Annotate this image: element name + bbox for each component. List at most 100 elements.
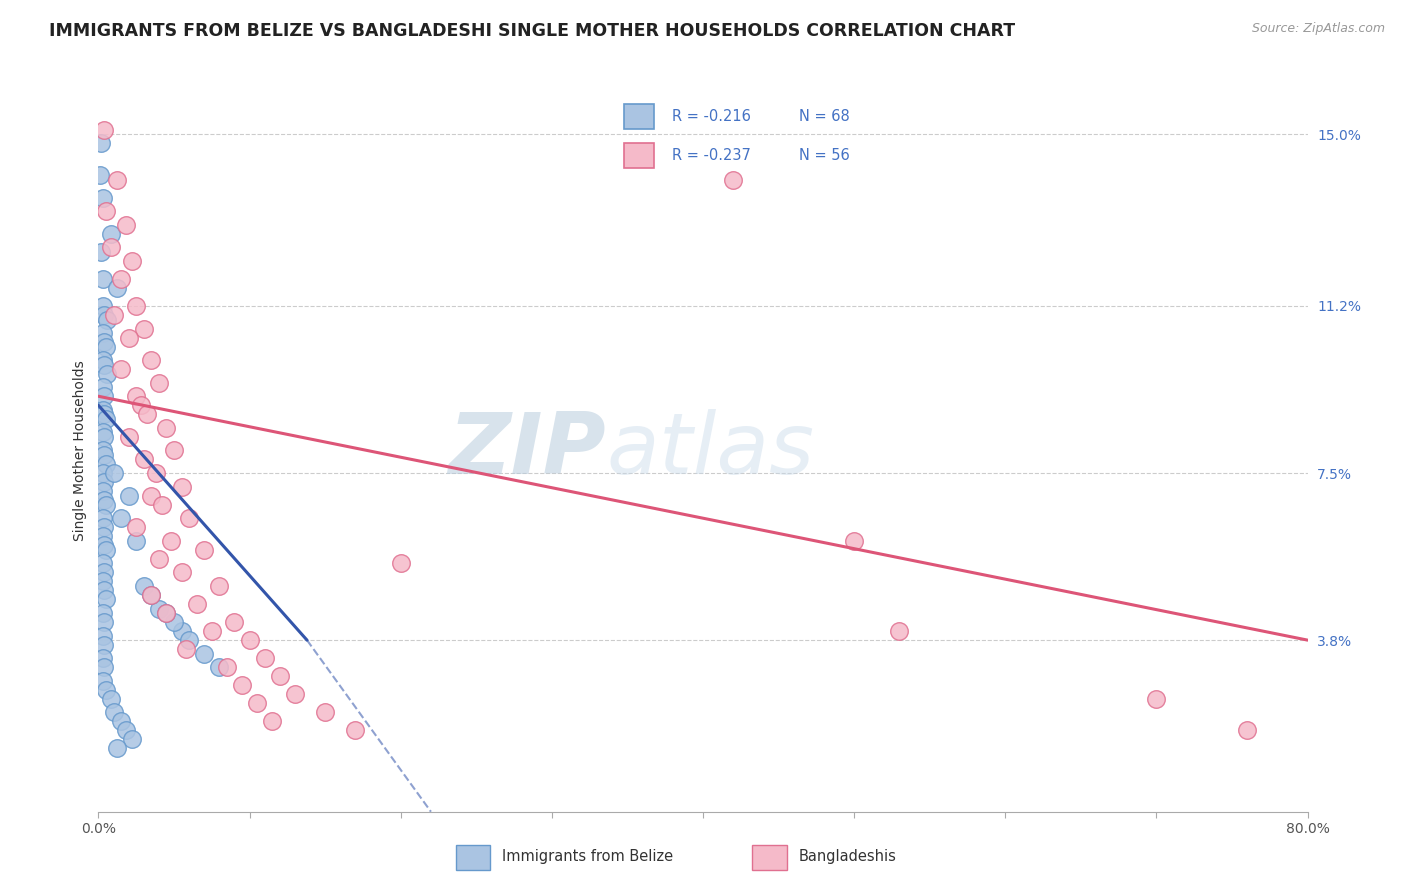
Point (103, 308, 125, 322)
Point (91, 443, 114, 458)
Point (110, 511, 132, 525)
Point (186, 597, 208, 611)
Point (163, 443, 186, 458)
Point (121, 253, 143, 268)
Point (174, 642, 197, 657)
Point (103, 466, 125, 480)
Point (91, 299, 114, 313)
Point (93, 334, 115, 349)
Point (179, 511, 201, 525)
Point (135, 407, 157, 421)
Point (90, 136, 112, 151)
Point (103, 706, 125, 720)
Point (91, 651, 114, 665)
Point (100, 240, 122, 254)
Point (148, 551, 170, 566)
FancyBboxPatch shape (624, 143, 654, 169)
Point (91, 574, 114, 589)
FancyBboxPatch shape (456, 846, 489, 870)
Point (253, 651, 276, 665)
Text: R = -0.216: R = -0.216 (672, 109, 751, 124)
Point (160, 533, 183, 548)
Point (148, 601, 170, 615)
Point (91, 326, 114, 340)
Point (262, 714, 284, 729)
Point (91, 606, 114, 620)
Point (141, 588, 163, 602)
Point (91, 425, 114, 440)
Point (114, 218, 136, 232)
Point (93, 638, 115, 652)
Point (132, 579, 155, 593)
Point (1236, 723, 1258, 738)
Point (246, 696, 269, 710)
Point (100, 227, 122, 241)
Point (145, 466, 167, 480)
Point (91, 557, 114, 571)
Point (94, 457, 117, 471)
Point (110, 362, 132, 376)
Point (105, 281, 128, 295)
Point (163, 615, 186, 629)
Point (93, 430, 115, 444)
Point (96, 312, 118, 326)
Point (93, 407, 115, 421)
FancyBboxPatch shape (752, 846, 786, 870)
Text: Immigrants from Belize: Immigrants from Belize (502, 849, 673, 863)
Text: R = -0.237: R = -0.237 (672, 148, 751, 163)
Point (105, 172, 128, 186)
Point (844, 533, 866, 548)
Point (132, 321, 155, 335)
Point (150, 498, 173, 512)
Point (314, 706, 336, 720)
Point (179, 633, 201, 648)
Point (93, 538, 115, 552)
Point (155, 606, 177, 620)
Point (155, 606, 177, 620)
Point (132, 452, 155, 467)
Point (94, 592, 117, 607)
Point (93, 566, 115, 580)
Point (193, 542, 215, 557)
Point (118, 330, 141, 344)
Point (91, 272, 114, 286)
Point (91, 484, 114, 499)
Text: atlas: atlas (606, 409, 814, 492)
Point (170, 624, 193, 639)
Point (284, 687, 307, 701)
Point (93, 123, 115, 137)
Point (269, 669, 291, 683)
Point (91, 190, 114, 204)
Text: IMMIGRANTS FROM BELIZE VS BANGLADESHI SINGLE MOTHER HOUSEHOLDS CORRELATION CHART: IMMIGRANTS FROM BELIZE VS BANGLADESHI SI… (49, 22, 1015, 40)
Point (94, 204, 117, 219)
Point (105, 741, 128, 756)
Point (110, 272, 132, 286)
Point (208, 660, 231, 674)
Point (389, 557, 412, 571)
Point (94, 340, 117, 354)
Point (125, 520, 148, 534)
Point (125, 389, 148, 403)
Point (96, 367, 118, 381)
Point (201, 624, 224, 639)
Point (723, 172, 745, 186)
Point (148, 376, 170, 390)
Point (91, 402, 114, 417)
Point (193, 647, 215, 661)
Point (93, 520, 115, 534)
Point (239, 633, 262, 648)
Point (90, 244, 112, 259)
Point (91, 466, 114, 480)
Point (114, 723, 136, 738)
Text: Source: ZipAtlas.com: Source: ZipAtlas.com (1251, 22, 1385, 36)
Point (94, 682, 117, 697)
Point (93, 660, 115, 674)
Point (93, 448, 115, 462)
Point (170, 480, 193, 494)
Point (91, 353, 114, 368)
Point (125, 533, 148, 548)
Point (93, 358, 115, 372)
Text: N = 68: N = 68 (799, 109, 849, 124)
Point (118, 489, 141, 503)
Point (155, 421, 177, 435)
